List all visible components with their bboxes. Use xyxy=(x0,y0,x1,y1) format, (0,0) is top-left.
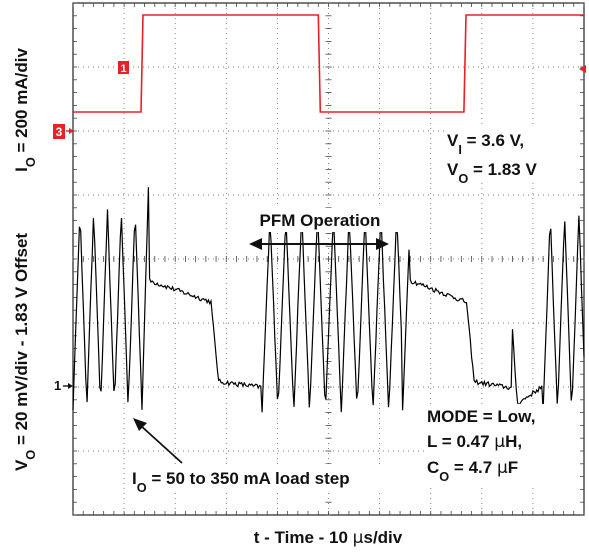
x-axis-label: t - Time - 10 μs/div xyxy=(254,528,403,548)
axis-labels: t - Time - 10 μs/div IO = 200 mA/div VO = … xyxy=(12,48,403,548)
y-axis-label-bottom-group: VO = 20 mV/div - 1.83 V Offset xyxy=(12,233,38,471)
load-step-label: IO = 50 to 350 mA load step xyxy=(132,469,350,495)
y-axis-label-bottom: VO = 20 mV/div - 1.83 V Offset xyxy=(12,233,38,471)
y-axis-label-top-group: IO = 200 mA/div xyxy=(12,48,38,172)
load-step-arrow-line xyxy=(139,424,183,464)
chart-annotations: VI = 3.6 V, VO = 1.83 V PFM Operation MODE … xyxy=(128,126,580,495)
ch3-marker: 3 xyxy=(56,125,63,139)
vo-label: VO = 1.83 V xyxy=(447,160,537,186)
vi-label: VI = 3.6 V, xyxy=(447,131,524,157)
current-trace xyxy=(73,14,584,113)
ch1-bottom-marker-arrow-head xyxy=(68,383,73,389)
pfm-label: PFM Operation xyxy=(260,211,381,230)
mode-label: MODE = Low, xyxy=(427,407,535,426)
ch3-marker-arrow-head xyxy=(69,128,74,134)
capacitor-label: CO = 4.7 μF xyxy=(427,458,518,484)
mode-label-bg xyxy=(424,404,580,484)
vi-vo-label-bg xyxy=(444,126,580,182)
waveform-traces xyxy=(72,14,585,413)
pfm-label-bg xyxy=(240,208,400,232)
ch1-top-marker: 1 xyxy=(120,63,126,75)
channel-markers: 1 3 1 xyxy=(53,61,586,393)
load-step-label-bg xyxy=(128,464,408,492)
inductor-label: L = 0.47 μH, xyxy=(427,432,522,452)
pfm-arrow-left-head xyxy=(249,238,262,250)
ch3-marker-bg xyxy=(53,124,65,139)
pfm-arrow-right-head xyxy=(376,238,389,250)
y-axis-label-top: IO = 200 mA/div xyxy=(12,48,38,172)
load-step-arrow-head xyxy=(133,418,147,431)
ch1-bottom-marker: 1 xyxy=(54,378,61,393)
voltage-trace xyxy=(72,187,585,413)
ch1-top-marker-bg xyxy=(118,61,129,74)
trigger-marker xyxy=(579,65,586,73)
